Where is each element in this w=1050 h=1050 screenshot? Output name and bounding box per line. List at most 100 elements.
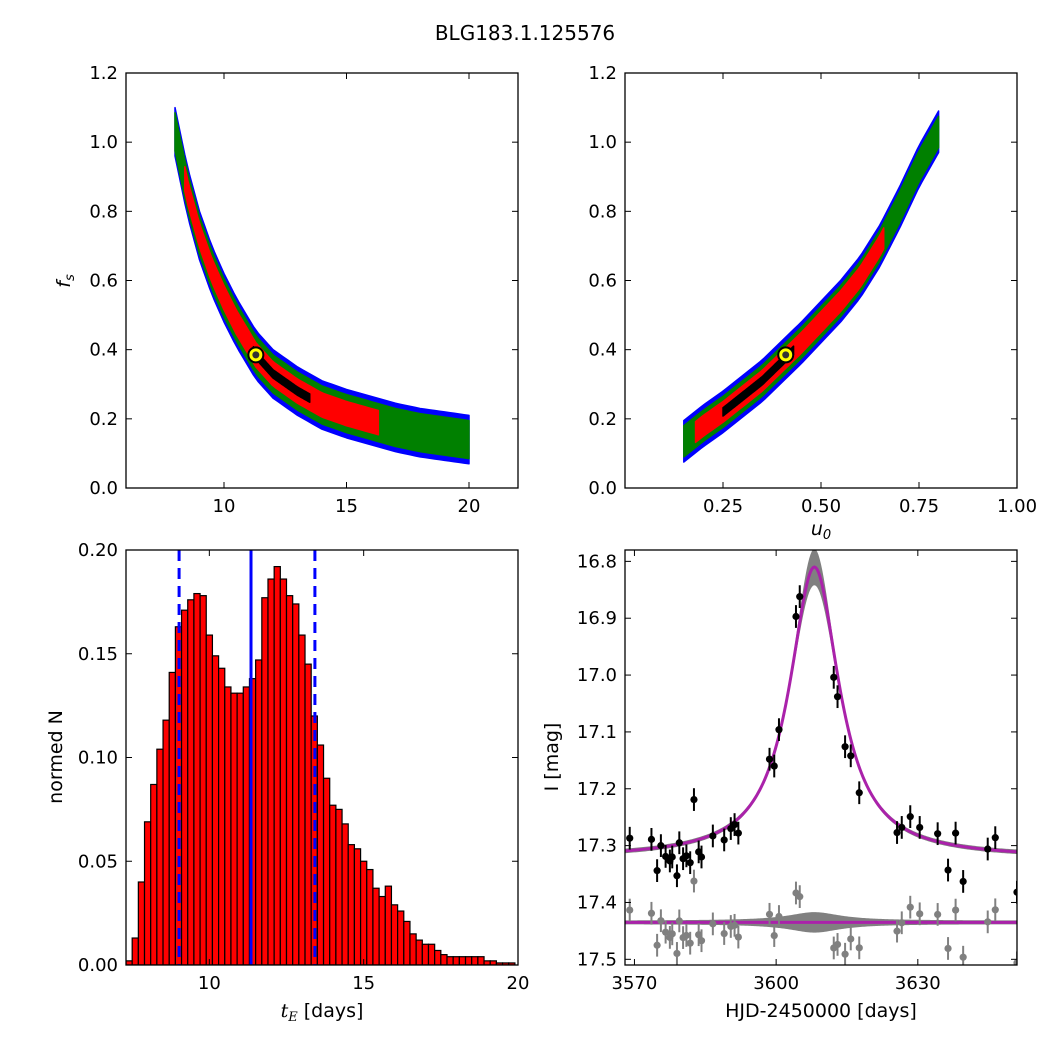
residual-point: [686, 939, 694, 947]
residual-point: [695, 931, 703, 939]
middle-region: [174, 112, 470, 460]
fs_vs_tE-ytick-label: 1.0: [89, 132, 118, 153]
residual-point: [847, 935, 855, 943]
data-point: [916, 823, 924, 832]
histogram-bar: [217, 667, 226, 965]
histogram-bar: [403, 920, 411, 965]
histogram-bar: [205, 634, 214, 965]
histogram-bar: [390, 904, 399, 965]
residual-point: [675, 917, 683, 925]
light_curve-ytick-label: 17.4: [577, 892, 617, 913]
data-point: [991, 834, 999, 842]
fs_vs_u0-ytick-label: 1.2: [588, 63, 617, 84]
histogram-bar: [415, 939, 423, 965]
tE_histogram-ytick-label: 0.20: [78, 540, 118, 561]
residual-point: [984, 918, 992, 926]
xlabel-subscript: 0: [823, 528, 831, 543]
residual-point: [952, 906, 960, 914]
light_curve-xtick-label: 3630: [895, 973, 941, 994]
residual-point: [734, 933, 742, 941]
histogram-bar: [261, 597, 269, 965]
residual-point: [893, 927, 901, 935]
histogram-bar: [242, 686, 251, 965]
data-point: [697, 853, 706, 861]
data-point: [952, 829, 960, 837]
histogram-bar: [199, 595, 207, 965]
model-uncertainty-band: [625, 550, 1017, 855]
residual-point: [833, 940, 842, 949]
data-point: [765, 755, 774, 763]
data-point: [770, 762, 778, 770]
light_curve-ytick-label: 17.3: [577, 836, 617, 857]
residual-point: [775, 912, 783, 921]
plot-area: [683, 110, 940, 463]
fs_vs_u0-xtick-label: 0.50: [801, 496, 841, 517]
fs_vs_u0-xtick-label: 0.75: [899, 496, 939, 517]
axes-light_curve-frame: [624, 549, 1018, 966]
xlabel-tE: tE [days]: [281, 1000, 364, 1025]
histogram-bar: [156, 748, 164, 965]
fs_vs_tE-ytick-label: 1.2: [89, 63, 118, 84]
histogram-bar: [162, 719, 170, 965]
residual-point: [668, 930, 676, 938]
model-curve: [625, 565, 1017, 854]
histogram-bar: [458, 956, 467, 965]
data-point: [775, 726, 783, 734]
plot-area: [126, 550, 516, 965]
histogram-bar: [347, 844, 356, 965]
data-point: [730, 820, 739, 829]
data-point: [657, 842, 665, 850]
data-point: [720, 836, 728, 844]
light_curve-ytick-label: 17.2: [577, 779, 617, 800]
data-point: [830, 673, 838, 681]
data-point: [690, 795, 698, 804]
data-point: [673, 872, 681, 880]
residual-point: [855, 944, 863, 952]
histogram-bar: [409, 933, 417, 965]
fs_vs_u0-ytick-label: 0.2: [588, 409, 617, 430]
fs_vs_u0-ytick-label: 0.6: [588, 271, 617, 292]
tE_histogram-xtick-label: 20: [507, 973, 530, 994]
data-point: [855, 789, 863, 797]
histogram-bar: [224, 686, 232, 965]
histogram-bar: [230, 692, 238, 965]
histogram-bar: [193, 592, 201, 965]
histogram-bar: [353, 848, 362, 965]
tE_histogram-ytick-label: 0.00: [78, 955, 118, 976]
residual-point: [626, 906, 634, 914]
fs_vs_tE-ytick-label: 0.6: [89, 271, 118, 292]
best-fit-marker-center: [782, 351, 790, 359]
plot-area: [174, 106, 470, 465]
histogram-bar: [131, 937, 139, 965]
tE_histogram-ytick-label: 0.15: [78, 644, 118, 665]
histogram-bar: [378, 895, 386, 965]
fs_vs_u0-ytick-label: 1.0: [588, 132, 617, 153]
histogram-bar: [397, 910, 405, 965]
light_curve-xtick-label: 3570: [612, 973, 658, 994]
data-point: [934, 830, 942, 838]
histogram-bar: [384, 885, 393, 965]
fs_vs_tE-ytick-label: 0.2: [89, 409, 118, 430]
fs_vs_u0-ytick-label: 0.0: [588, 478, 617, 499]
tE_histogram-xtick-label: 10: [198, 973, 221, 994]
residual-point: [959, 953, 967, 961]
histogram-bar: [298, 634, 306, 965]
data-point: [984, 845, 992, 853]
fs_vs_u0-xtick-label: 0.25: [703, 496, 743, 517]
residual-point: [841, 950, 849, 958]
tE_histogram-xtick-label: 15: [352, 973, 375, 994]
residual-point: [765, 910, 774, 918]
histogram-bar: [143, 821, 152, 965]
histogram-bar: [421, 943, 430, 965]
data-point: [847, 752, 855, 760]
xlabel-hjd: HJD-2450000 [days]: [725, 1000, 917, 1022]
histogram-bar: [440, 954, 448, 965]
fs_vs_tE-xtick-label: 15: [335, 496, 358, 517]
light_curve-ytick-label: 16.8: [577, 551, 617, 572]
xlabel-u0: u0: [811, 518, 831, 543]
light_curve-ytick-label: 17.1: [577, 722, 617, 743]
histogram-bar: [329, 804, 337, 965]
residual-point: [1013, 959, 1017, 965]
residual-point: [898, 919, 906, 927]
histogram-bar: [359, 860, 368, 965]
